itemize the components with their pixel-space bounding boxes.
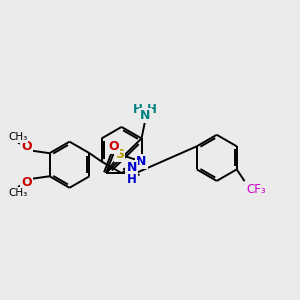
Text: CF₃: CF₃ <box>247 182 266 196</box>
Text: S: S <box>115 148 124 161</box>
Text: H: H <box>127 173 136 186</box>
Text: O: O <box>21 140 32 153</box>
Text: N: N <box>127 161 137 174</box>
Text: O: O <box>21 176 32 189</box>
Text: CH₃: CH₃ <box>8 132 28 142</box>
Text: H: H <box>133 103 142 116</box>
Text: O: O <box>109 140 119 153</box>
Text: N: N <box>140 109 151 122</box>
Text: CH₃: CH₃ <box>8 188 28 198</box>
Text: H: H <box>146 103 156 116</box>
Text: N: N <box>136 155 147 168</box>
